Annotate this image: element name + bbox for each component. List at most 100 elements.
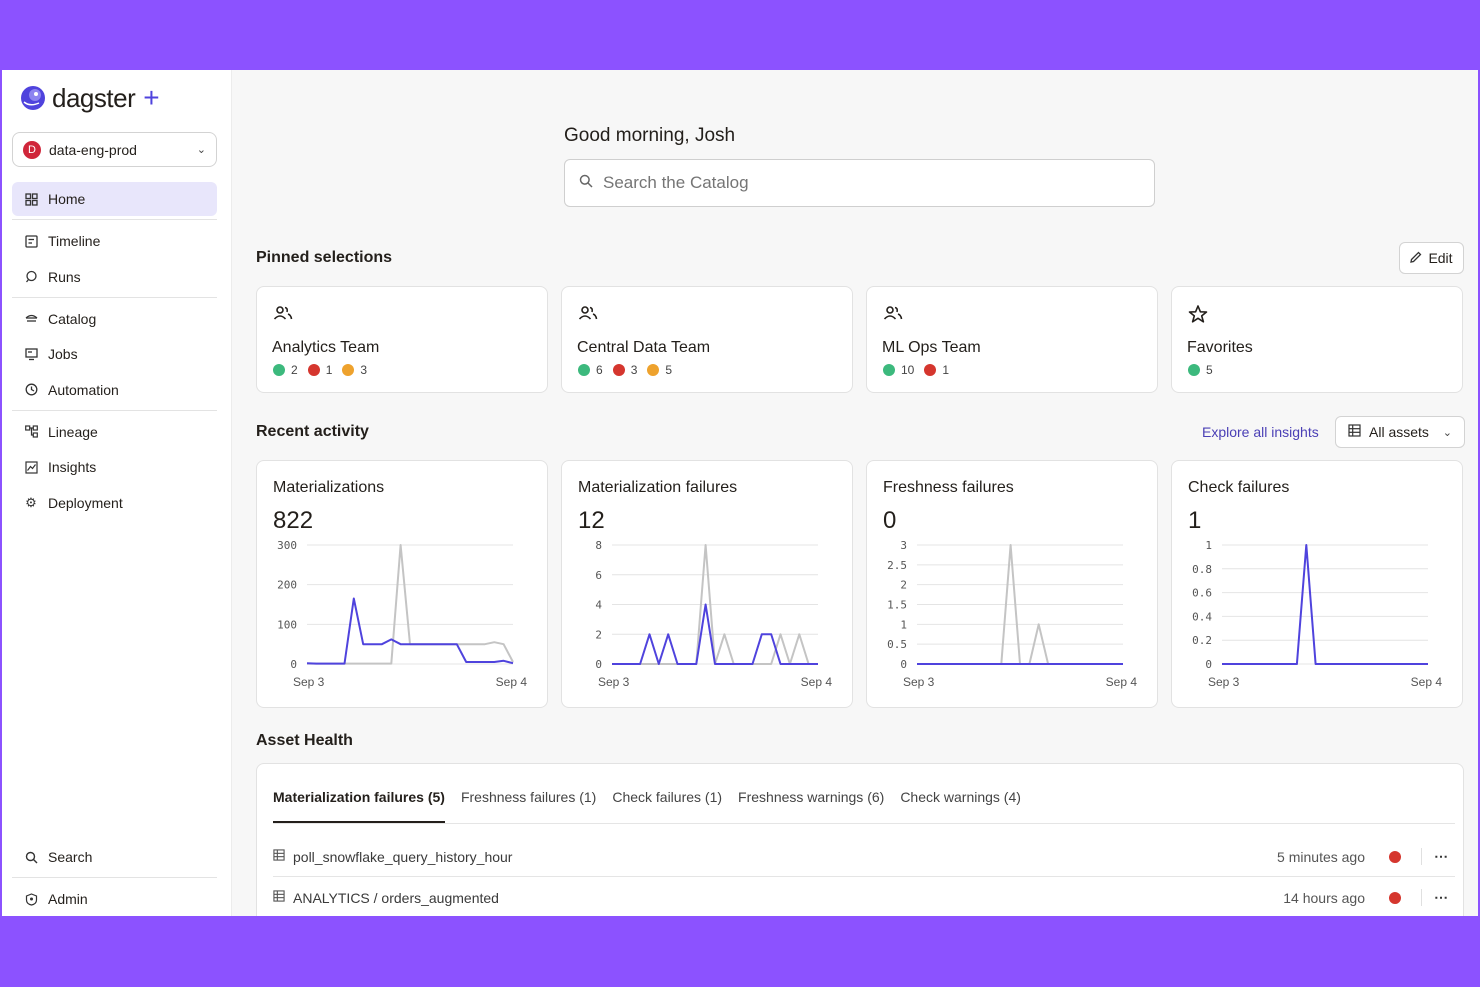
logo-plus: + xyxy=(143,82,160,113)
sidebar-item-label: Runs xyxy=(48,268,81,285)
failure-status-icon xyxy=(1389,891,1401,904)
search-input[interactable] xyxy=(603,173,1140,193)
team-icon xyxy=(273,305,293,326)
table-icon xyxy=(1348,424,1361,440)
failure-count: 1 xyxy=(942,363,950,377)
tab-freshness-failures[interactable]: Freshness failures (1) xyxy=(460,789,597,805)
search-icon xyxy=(24,850,38,864)
asset-health-tabs: Materialization failures (5) Freshness f… xyxy=(273,764,1455,824)
asset-name[interactable]: ANALYTICS / orders_augmented xyxy=(293,889,499,906)
more-options-icon[interactable]: ⋯ xyxy=(1421,848,1448,865)
sidebar-item-jobs[interactable]: Jobs xyxy=(12,337,217,371)
asset-health-title: Asset Health xyxy=(256,732,353,749)
nav-divider xyxy=(12,409,217,411)
asset-time: 14 hours ago xyxy=(1283,889,1365,906)
explore-insights-link[interactable]: Explore all insights xyxy=(1202,424,1319,440)
deployment-selector[interactable]: D data-eng-prod ⌄ xyxy=(12,132,217,167)
clock-icon xyxy=(24,383,38,397)
x-tick-label: Sep 4 xyxy=(1106,675,1138,689)
y-tick-label: 0.5 xyxy=(887,638,907,651)
pinned-card-stats: 6 3 5 xyxy=(578,363,677,377)
org-name: data-eng-prod xyxy=(49,141,137,158)
edit-button[interactable]: Edit xyxy=(1399,242,1464,274)
pinned-card-title: Analytics Team xyxy=(272,339,380,356)
chevron-down-icon: ⌄ xyxy=(1442,426,1452,439)
activity-card-materializations[interactable]: Materializations 822 0 100 200 300 Sep 3 Sep … xyxy=(256,460,548,708)
activity-card-materialization-failures[interactable]: Materialization failures 12 0 2 4 6 8 Sep 3 Se… xyxy=(561,460,853,708)
materializations-chart: 0 100 200 300 Sep 3 Sep 4 xyxy=(277,539,528,689)
catalog-search[interactable] xyxy=(564,159,1155,207)
pinned-card-ml-ops-team[interactable]: ML Ops Team 10 1 xyxy=(866,286,1158,393)
y-tick-label: 2 xyxy=(900,579,907,592)
sidebar-bottom-nav: Search Admin xyxy=(12,840,217,916)
asset-row[interactable]: ANALYTICS / orders_augmented 14 hours ag… xyxy=(273,878,1455,916)
failure-status-icon xyxy=(924,364,937,376)
nav-divider xyxy=(12,219,217,220)
pinned-card-title: ML Ops Team xyxy=(882,339,981,356)
y-tick-label: 0 xyxy=(595,658,602,671)
sidebar-item-lineage[interactable]: Lineage xyxy=(12,415,217,449)
warning-count: 5 xyxy=(665,363,673,377)
more-options-icon[interactable]: ⋯ xyxy=(1421,889,1448,906)
series-line xyxy=(306,597,514,665)
y-tick-label: 200 xyxy=(277,579,297,592)
y-tick-label: 4 xyxy=(595,599,602,612)
activity-card-check-failures[interactable]: Check failures 1 0 0.2 0.4 0.6 0.8 1 Sep 3 Sep … xyxy=(1171,460,1463,708)
x-tick-label: Sep 3 xyxy=(598,675,630,689)
chevron-down-icon: ⌄ xyxy=(196,144,206,156)
activity-card-freshness-failures[interactable]: Freshness failures 0 0 0.5 1 1.5 2 2.5 3 Sep 3 S… xyxy=(866,460,1158,708)
dagster-logo-icon xyxy=(21,86,45,110)
assets-filter-label: All assets xyxy=(1369,424,1429,440)
sidebar-item-label: Lineage xyxy=(48,423,98,440)
sidebar-item-runs[interactable]: Runs xyxy=(12,260,217,294)
y-tick-label: 3 xyxy=(900,539,907,552)
sidebar-item-deployment[interactable]: ⚙ Deployment xyxy=(12,486,217,520)
activity-card-title: Materializations xyxy=(273,479,385,496)
sidebar-item-search[interactable]: Search xyxy=(12,840,217,874)
asset-row[interactable]: poll_snowflake_query_history_hour 5 minu… xyxy=(273,837,1455,877)
team-icon xyxy=(883,305,903,326)
x-tick-label: Sep 3 xyxy=(293,675,325,689)
main-content: Good morning, Josh Pinned selections Edi… xyxy=(232,70,1478,916)
assets-filter-select[interactable]: All assets ⌄ xyxy=(1335,416,1465,448)
table-icon xyxy=(273,890,287,905)
sidebar-item-label: Deployment xyxy=(48,494,123,511)
warning-count: 3 xyxy=(360,363,368,377)
runs-icon xyxy=(24,270,38,284)
table-icon xyxy=(273,849,287,864)
sidebar-item-label: Insights xyxy=(48,459,97,475)
asset-name[interactable]: poll_snowflake_query_history_hour xyxy=(293,848,513,865)
x-tick-label: Sep 4 xyxy=(801,675,833,689)
x-tick-label: Sep 4 xyxy=(1411,675,1443,689)
tab-materialization-failures[interactable]: Materialization failures (5) xyxy=(273,789,445,823)
sidebar-item-home[interactable]: Home xyxy=(12,182,217,216)
success-count: 2 xyxy=(291,363,298,377)
sidebar-item-insights[interactable]: Insights xyxy=(12,450,217,484)
tab-check-failures[interactable]: Check failures (1) xyxy=(612,789,723,805)
nav-divider xyxy=(12,296,217,298)
org-badge: D xyxy=(23,140,41,159)
activity-card-value: 12 xyxy=(578,507,605,534)
sidebar-item-timeline[interactable]: Timeline xyxy=(12,224,217,258)
pinned-card-title: Favorites xyxy=(1187,339,1253,356)
x-tick-label: Sep 4 xyxy=(496,675,528,689)
pinned-card-analytics-team[interactable]: Analytics Team 2 1 3 xyxy=(256,286,548,393)
failure-count: 3 xyxy=(630,363,638,377)
materialization-failures-chart: 0 2 4 6 8 Sep 3 Sep 4 xyxy=(595,539,833,689)
jobs-icon xyxy=(24,347,38,361)
pinned-card-favorites[interactable]: Favorites 5 xyxy=(1171,286,1463,393)
sidebar-item-catalog[interactable]: Catalog xyxy=(12,302,217,336)
edit-label: Edit xyxy=(1428,250,1453,266)
y-tick-label: 0 xyxy=(290,658,297,671)
sidebar-item-automation[interactable]: Automation xyxy=(12,373,217,407)
pinned-card-central-data-team[interactable]: Central Data Team 6 3 5 xyxy=(561,286,853,393)
success-status-icon xyxy=(1188,364,1200,376)
success-status-icon xyxy=(578,364,590,376)
tab-freshness-warnings[interactable]: Freshness warnings (6) xyxy=(738,789,885,805)
tab-check-warnings[interactable]: Check warnings (4) xyxy=(900,789,1021,805)
sidebar-item-label: Search xyxy=(48,849,93,865)
dagster-logo[interactable]: dagster + xyxy=(20,82,160,114)
sidebar-item-admin[interactable]: Admin xyxy=(12,882,217,916)
admin-icon xyxy=(24,892,38,906)
catalog-icon xyxy=(24,312,38,326)
